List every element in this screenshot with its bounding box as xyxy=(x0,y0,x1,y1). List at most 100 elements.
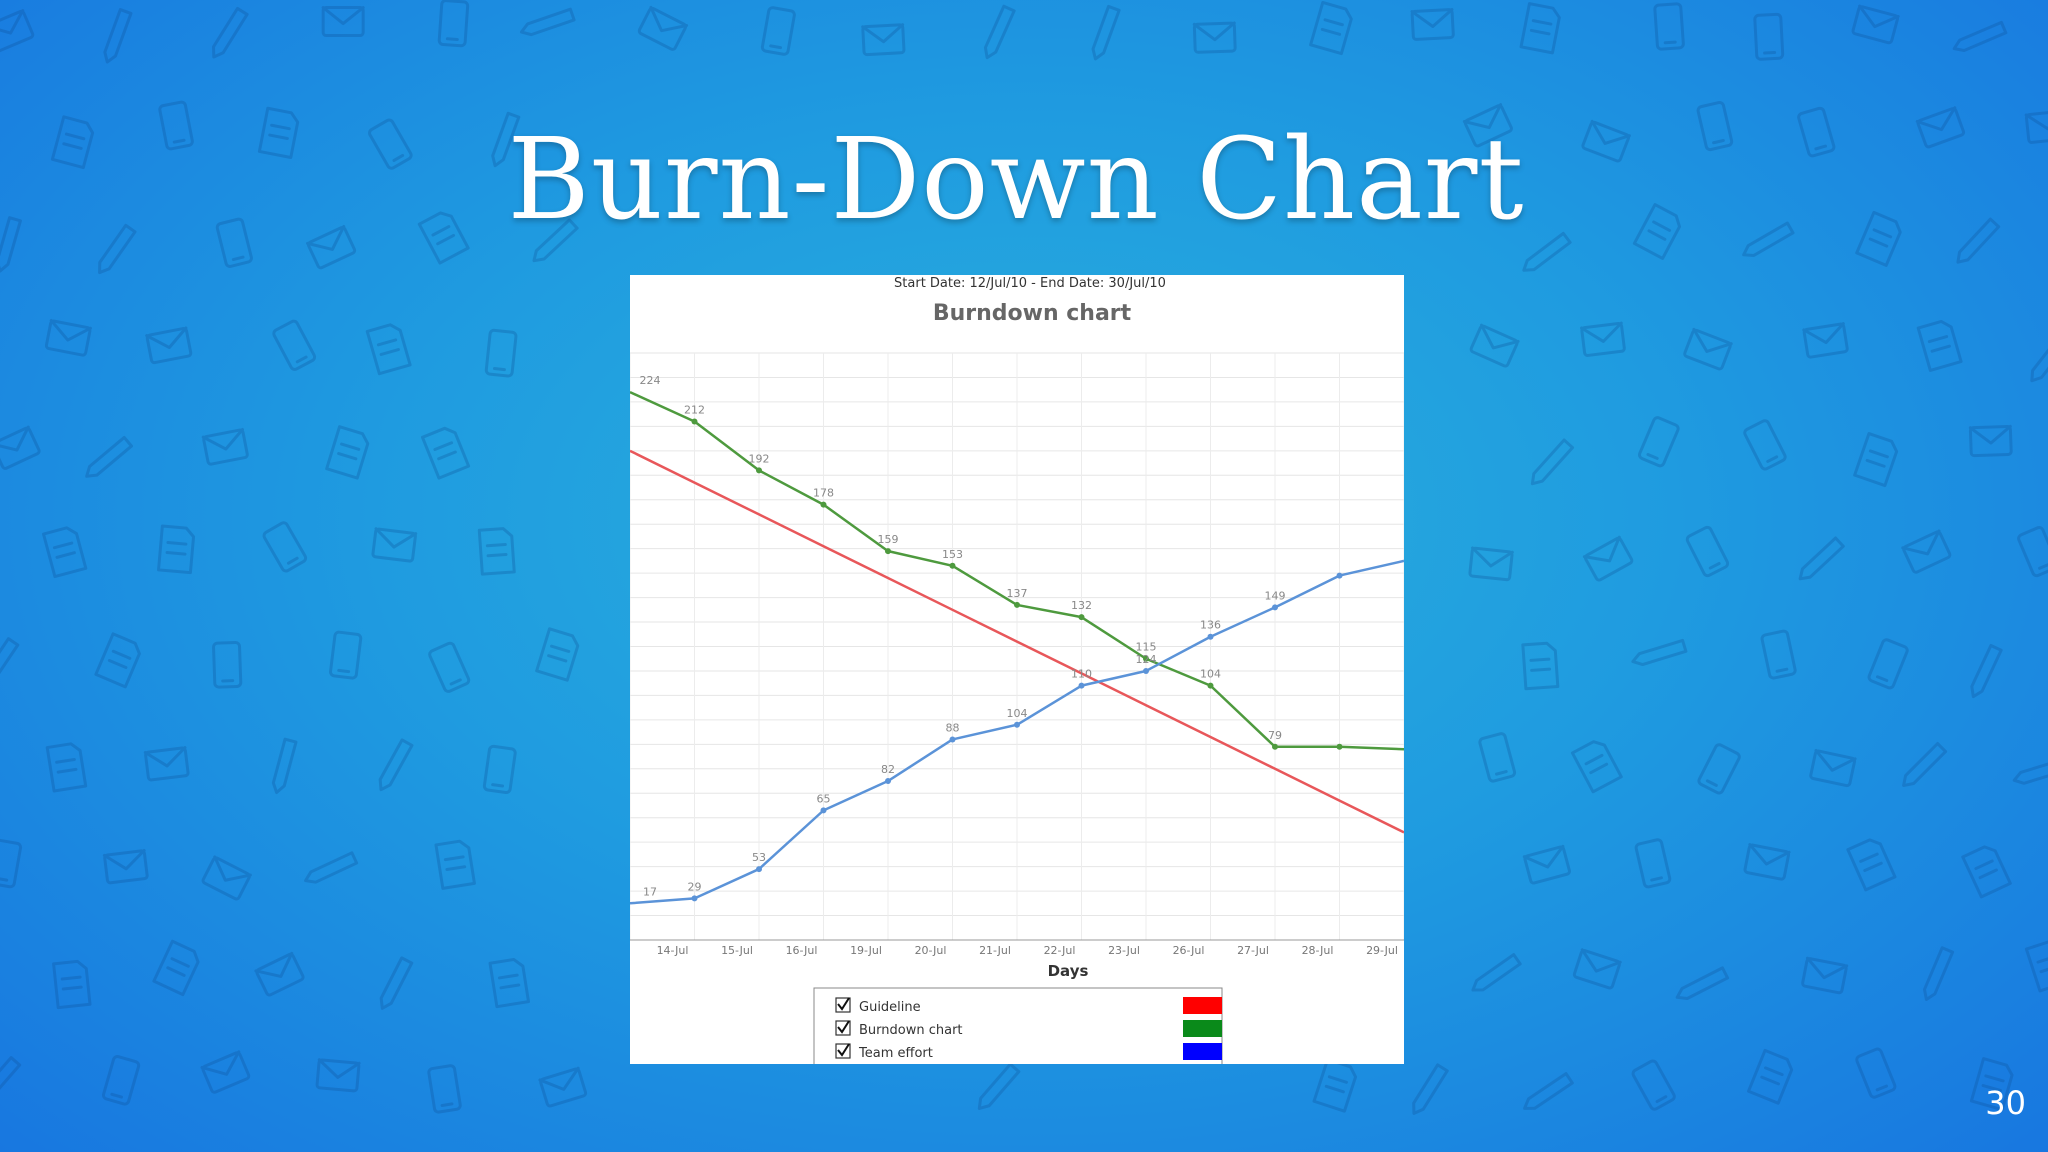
doodle-icon xyxy=(535,627,580,682)
doodle-icon xyxy=(1519,2,1561,55)
doodle-icon xyxy=(519,7,576,37)
doodle-icon xyxy=(1471,953,1522,992)
data-label: 79 xyxy=(1268,729,1282,742)
doodle-icon xyxy=(1683,327,1733,371)
data-label: 82 xyxy=(881,763,895,776)
doodle-icon xyxy=(2012,757,2048,785)
x-tick-label: 29-Jul xyxy=(1366,944,1398,957)
data-label: 159 xyxy=(878,533,899,546)
doodle-icon xyxy=(420,426,471,480)
doodle-icon xyxy=(760,6,796,56)
doodle-icon xyxy=(1468,546,1514,582)
doodle-icon xyxy=(434,839,476,890)
doodle-icon xyxy=(1747,1048,1794,1105)
data-label: 104 xyxy=(1200,668,1221,681)
legend-swatch xyxy=(1183,997,1222,1014)
legend-checkbox[interactable] xyxy=(835,1043,851,1059)
data-point xyxy=(820,807,827,814)
doodle-icon xyxy=(1915,106,1966,149)
doodle-icon xyxy=(254,951,305,997)
doodle-icon xyxy=(152,939,200,997)
x-tick-label: 20-Jul xyxy=(915,944,947,957)
doodle-icon xyxy=(103,8,133,64)
doodle-icon xyxy=(143,746,190,782)
data-label: 224 xyxy=(640,374,661,387)
data-point xyxy=(691,418,698,425)
data-label: 124 xyxy=(1136,653,1157,666)
data-point xyxy=(756,866,762,873)
doodle-icon xyxy=(1753,12,1785,61)
doodle-icon xyxy=(1312,1057,1358,1113)
doodle-icon xyxy=(1902,742,1948,788)
data-label: 65 xyxy=(817,792,831,805)
doodle-icon xyxy=(1916,319,1963,372)
doodle-icon xyxy=(306,224,357,270)
data-point xyxy=(756,467,762,474)
doodle-icon xyxy=(304,851,359,884)
doodle-icon xyxy=(1410,7,1455,41)
chart-panel: Start Date: 12/Jul/10 - End Date: 30/Jul… xyxy=(630,275,1404,1064)
doodle-icon xyxy=(45,742,88,793)
doodle-icon xyxy=(1462,103,1513,148)
doodle-icon xyxy=(365,323,412,376)
doodle-icon xyxy=(484,328,518,378)
doodle-icon xyxy=(1631,1059,1676,1111)
data-point xyxy=(1207,682,1214,689)
doodle-icon xyxy=(1570,740,1623,794)
doodle-icon xyxy=(482,744,517,795)
data-point xyxy=(820,501,827,508)
x-tick-label: 14-Jul xyxy=(657,944,689,957)
doodle-icon xyxy=(0,838,23,889)
doodle-icon xyxy=(1855,210,1902,267)
legend-swatch xyxy=(1183,1020,1222,1037)
doodle-icon xyxy=(1952,20,2008,52)
doodle-icon xyxy=(1867,638,1909,690)
doodle-icon xyxy=(0,425,41,470)
legend-label: Burndown chart xyxy=(859,1023,963,1038)
x-axis-ticks: 14-Jul 15-Jul 16-Jul 19-Jul 20-Jul 21-Jul 22-J… xyxy=(657,944,1398,957)
x-tick-label: 27-Jul xyxy=(1237,944,1269,957)
doodle-icon xyxy=(1091,4,1121,61)
data-label: 104 xyxy=(1007,707,1028,720)
doodle-icon xyxy=(0,9,35,53)
doodle-icon xyxy=(1968,424,2013,458)
doodle-icon xyxy=(2017,525,2048,578)
data-label: 115 xyxy=(1136,641,1157,654)
data-label: 153 xyxy=(942,548,963,561)
doodle-icon xyxy=(1675,966,1730,1000)
doodle-icon xyxy=(50,115,95,170)
data-label: 88 xyxy=(946,721,960,734)
doodle-icon xyxy=(2024,940,2048,993)
doodle-icon xyxy=(1846,838,1897,892)
doodle-icon xyxy=(983,4,1016,60)
doodle-icon xyxy=(1901,529,1952,574)
data-point xyxy=(1272,743,1278,750)
legend-checkbox[interactable] xyxy=(835,997,851,1013)
doodle-icon xyxy=(98,223,137,275)
legend-swatch xyxy=(1183,1043,1222,1060)
doodle-icon xyxy=(1851,4,1900,45)
doodle-icon xyxy=(158,100,194,151)
doodle-icon xyxy=(538,1066,588,1108)
doodle-icon xyxy=(1522,231,1572,272)
chart-legend: Guideline Burndown chart Team effort xyxy=(813,987,1223,1064)
doodle-icon xyxy=(477,527,516,576)
doodle-icon xyxy=(212,6,249,59)
doodle-icon xyxy=(0,637,20,688)
doodle-icon xyxy=(215,217,253,268)
data-label: 192 xyxy=(749,452,770,465)
data-point xyxy=(1078,614,1085,621)
doodle-icon xyxy=(637,5,689,51)
doodle-icon xyxy=(200,1050,251,1094)
doodle-icon xyxy=(321,6,365,38)
doodle-icon xyxy=(1743,843,1791,881)
data-label: 53 xyxy=(752,851,766,864)
doodle-icon xyxy=(0,216,22,273)
doodle-icon xyxy=(1696,100,1734,152)
doodle-icon xyxy=(1961,845,2012,899)
legend-checkbox[interactable] xyxy=(835,1020,851,1036)
chart-title: Burndown chart xyxy=(933,301,1132,326)
doodle-icon xyxy=(1522,844,1571,885)
doodle-icon xyxy=(1969,1057,2014,1112)
